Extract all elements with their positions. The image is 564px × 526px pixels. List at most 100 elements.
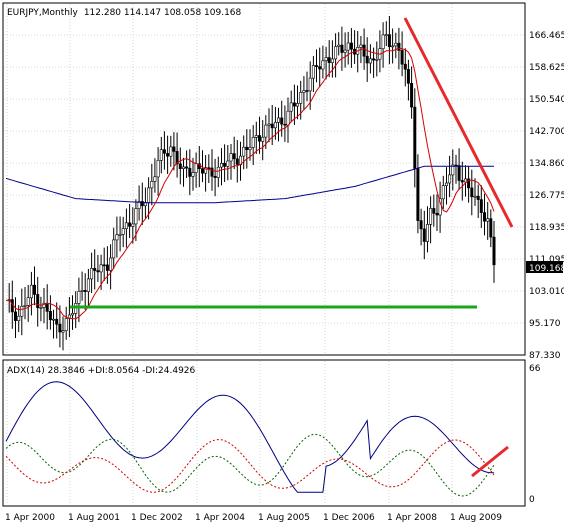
price-candle bbox=[156, 160, 160, 178]
price-candle bbox=[121, 228, 125, 235]
price-candle bbox=[102, 264, 106, 267]
price-candle bbox=[124, 222, 128, 229]
price-candle bbox=[387, 34, 391, 47]
price-candle bbox=[330, 58, 334, 63]
price-candle bbox=[77, 291, 81, 304]
price-candle bbox=[362, 44, 366, 57]
price-candle bbox=[394, 42, 398, 47]
price-candle bbox=[391, 45, 395, 48]
price-candle bbox=[416, 168, 420, 221]
price-candle bbox=[470, 187, 474, 198]
price-candle bbox=[489, 218, 493, 238]
time-axis-label: 1 Apr 2008 bbox=[387, 513, 437, 523]
price-candle bbox=[276, 117, 280, 123]
current-price-tag bbox=[526, 261, 563, 273]
price-candle bbox=[295, 103, 299, 107]
time-axis: 1 Apr 2000 1 Aug 2001 1 Dec 2002 1 Apr 2… bbox=[5, 513, 502, 523]
price-candle bbox=[324, 57, 328, 61]
price-candle bbox=[175, 151, 179, 165]
price-candle bbox=[96, 270, 100, 273]
price-candle bbox=[289, 102, 293, 112]
price-candle bbox=[425, 224, 429, 242]
price-candle bbox=[283, 123, 287, 126]
price-candle bbox=[492, 236, 496, 266]
price-candle bbox=[261, 136, 265, 142]
price-candle bbox=[32, 284, 36, 295]
price-candle bbox=[140, 201, 144, 207]
price-candle bbox=[118, 234, 122, 236]
price-candle bbox=[384, 34, 388, 36]
price-candle bbox=[273, 122, 277, 129]
price-candle bbox=[368, 58, 372, 64]
price-candle bbox=[286, 110, 290, 126]
price-axis-label: 150.540 bbox=[529, 95, 564, 105]
price-axis-label: 95.170 bbox=[529, 319, 561, 329]
adx-rising-line bbox=[471, 445, 509, 478]
adx-line bbox=[5, 381, 494, 493]
price-candle bbox=[83, 290, 87, 292]
price-candle bbox=[182, 166, 186, 169]
price-axis-label: 134.860 bbox=[529, 159, 564, 169]
price-candle bbox=[61, 330, 65, 333]
price-candle bbox=[185, 166, 189, 169]
price-candle bbox=[327, 57, 331, 63]
price-candle bbox=[232, 153, 236, 160]
price-axis-label: 103.010 bbox=[529, 287, 564, 297]
price-candle bbox=[64, 318, 68, 331]
price-candle bbox=[460, 180, 464, 183]
symbol-header: EURJPY,Monthly 112.280 114.147 108.058 10… bbox=[7, 8, 242, 18]
price-candle bbox=[242, 146, 246, 157]
price-candle bbox=[210, 167, 214, 177]
price-axis-label: 118.935 bbox=[529, 223, 564, 233]
price-candle bbox=[429, 208, 433, 225]
indicator-axis-label: 0 bbox=[529, 495, 535, 505]
price-candle bbox=[267, 123, 271, 126]
price-axis-label: 111.095 bbox=[529, 255, 564, 265]
price-candle bbox=[147, 187, 151, 203]
moving-average-long bbox=[5, 165, 494, 204]
price-candle bbox=[131, 223, 135, 227]
indicator-header: ADX(14) 28.3846 +DI:8.0564 -DI:24.4926 bbox=[7, 366, 196, 376]
price-candle bbox=[188, 167, 192, 177]
price-candle bbox=[264, 124, 268, 138]
price-candle bbox=[42, 302, 46, 308]
price-candle bbox=[178, 163, 182, 169]
price-candle bbox=[169, 146, 173, 157]
price-candle bbox=[302, 90, 306, 93]
price-candle bbox=[441, 185, 445, 200]
price-candle bbox=[93, 267, 97, 271]
price-candle bbox=[292, 102, 296, 107]
time-axis-label: 1 Dec 2006 bbox=[323, 513, 375, 523]
price-candle bbox=[318, 66, 322, 70]
price-candle bbox=[71, 313, 75, 316]
price-candle bbox=[150, 181, 154, 189]
price-candle bbox=[23, 305, 27, 307]
price-candle bbox=[413, 106, 417, 169]
price-candle bbox=[365, 55, 369, 64]
price-candle bbox=[482, 212, 486, 222]
price-candle bbox=[448, 174, 452, 184]
price-candle bbox=[372, 58, 376, 61]
price-candle bbox=[463, 178, 467, 183]
price-candle bbox=[410, 83, 414, 108]
price-candle bbox=[226, 160, 230, 167]
price-candle bbox=[26, 297, 30, 306]
price-candle bbox=[381, 34, 385, 50]
price-candle bbox=[86, 278, 90, 292]
price-candle bbox=[229, 153, 233, 162]
price-candle bbox=[109, 257, 113, 271]
price-candle bbox=[334, 46, 338, 60]
time-axis-label: 1 Apr 2004 bbox=[195, 513, 245, 523]
price-candle bbox=[340, 44, 344, 53]
price-candle bbox=[314, 65, 318, 67]
price-candle bbox=[419, 220, 423, 230]
price-candle bbox=[58, 323, 62, 333]
price-candle bbox=[254, 135, 258, 138]
price-candle bbox=[223, 163, 227, 167]
price-candle bbox=[473, 195, 477, 198]
time-axis-label: 1 Aug 2009 bbox=[450, 513, 502, 523]
price-candle bbox=[476, 195, 480, 200]
price-candle bbox=[311, 65, 315, 79]
indicator-panel bbox=[2, 359, 526, 507]
price-candle bbox=[39, 307, 43, 309]
